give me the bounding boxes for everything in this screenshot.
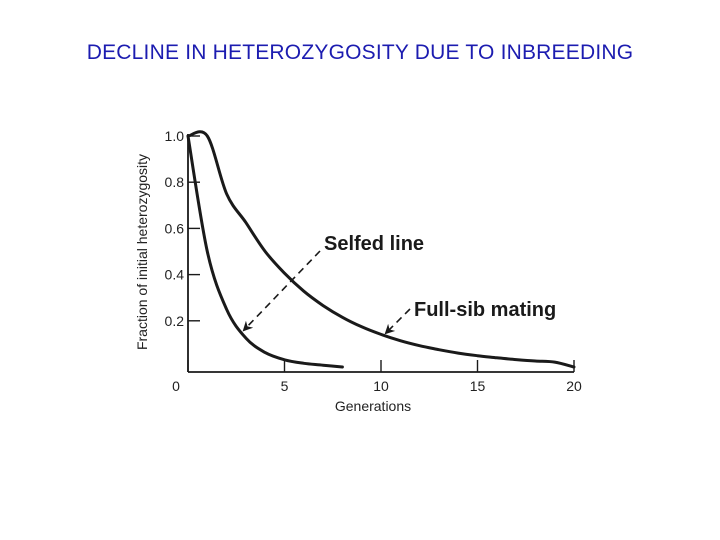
tick-marks (187, 135, 575, 372)
y-tick-label: 0.8 (165, 174, 185, 190)
x-tick-label: 0 (172, 378, 180, 394)
y-tick-label: 0.6 (165, 220, 185, 236)
y-tick-label: 1.0 (165, 128, 185, 144)
x-tick-label: 15 (470, 378, 486, 394)
selfed-line-arrow (242, 250, 321, 332)
slide-title: DECLINE IN HETEROZYGOSITY DUE TO INBREED… (86, 41, 634, 64)
x-tick-label: 5 (281, 378, 289, 394)
annotations: Selfed line Full-sib mating (242, 233, 556, 335)
selfed-line-label: Selfed line (324, 233, 424, 255)
full-sib-mating-arrow (384, 308, 411, 335)
tick-labels: 0.2 0.4 0.6 0.8 1.0 0 5 10 15 20 (165, 128, 582, 394)
x-tick-label: 10 (373, 378, 389, 394)
y-tick-label: 0.2 (165, 313, 185, 329)
y-tick-label: 0.4 (165, 267, 185, 283)
y-axis-title: Fraction of initial heterozygosity (134, 154, 150, 350)
x-tick-label: 20 (566, 378, 582, 394)
full-sib-mating-label: Full-sib mating (414, 299, 556, 321)
series-lines (186, 130, 576, 369)
x-axis-title: Generations (335, 398, 411, 414)
series-line-full-sib-mating (186, 130, 576, 369)
series-line-selfed-line (186, 134, 344, 369)
